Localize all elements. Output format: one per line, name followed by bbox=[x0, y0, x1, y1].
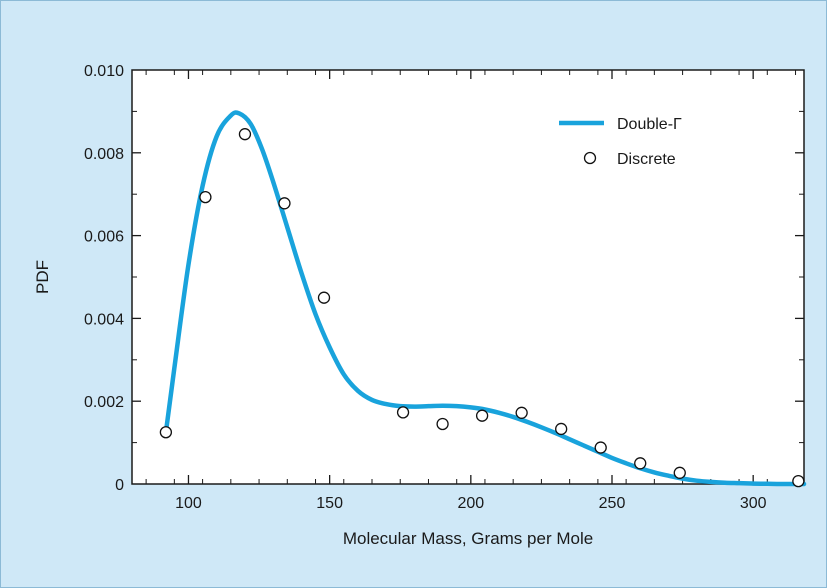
x-tick-label: 100 bbox=[175, 495, 202, 512]
discrete-point bbox=[555, 422, 568, 436]
x-axis: 100 150 200 250 300 bbox=[145, 70, 797, 512]
y-tick-label: 0.006 bbox=[84, 229, 124, 246]
plot-area bbox=[131, 69, 805, 485]
x-tick-label: 300 bbox=[740, 495, 767, 512]
discrete-point bbox=[396, 406, 410, 419]
legend-marker-swatch bbox=[583, 151, 597, 165]
curve-layer bbox=[163, 110, 807, 487]
discrete-point bbox=[317, 291, 331, 304]
discrete-point bbox=[238, 128, 252, 141]
marker-layer bbox=[159, 128, 805, 488]
x-axis-label: Molecular Mass, Grams per Mole bbox=[343, 529, 593, 548]
x-tick-label: 200 bbox=[457, 495, 484, 512]
discrete-point bbox=[673, 466, 686, 479]
y-tick-label: 0.004 bbox=[84, 311, 124, 328]
discrete-point bbox=[278, 197, 291, 210]
discrete-point bbox=[792, 474, 805, 488]
y-tick-label: 0.008 bbox=[84, 146, 124, 163]
discrete-point bbox=[436, 417, 449, 431]
discrete-point bbox=[199, 190, 212, 204]
discrete-point bbox=[515, 406, 528, 419]
discrete-point bbox=[594, 441, 607, 454]
legend: Double-Γ Discrete bbox=[559, 116, 682, 168]
legend-label-double-gamma: Double-Γ bbox=[617, 116, 682, 133]
y-tick-label: 0.010 bbox=[84, 63, 124, 80]
y-tick-label: 0.002 bbox=[84, 394, 124, 411]
discrete-point bbox=[634, 457, 647, 470]
x-tick-label: 150 bbox=[316, 495, 343, 512]
y-axis: 0 0.002 0.004 0.006 0.008 0.010 bbox=[84, 63, 804, 494]
legend-label-discrete: Discrete bbox=[617, 151, 676, 168]
x-tick-label: 250 bbox=[599, 495, 626, 512]
series-line-double-gamma bbox=[163, 110, 807, 487]
y-axis-label: PDF bbox=[33, 260, 52, 294]
discrete-point bbox=[475, 409, 489, 422]
discrete-point bbox=[159, 426, 173, 439]
y-tick-label: 0 bbox=[115, 477, 124, 494]
